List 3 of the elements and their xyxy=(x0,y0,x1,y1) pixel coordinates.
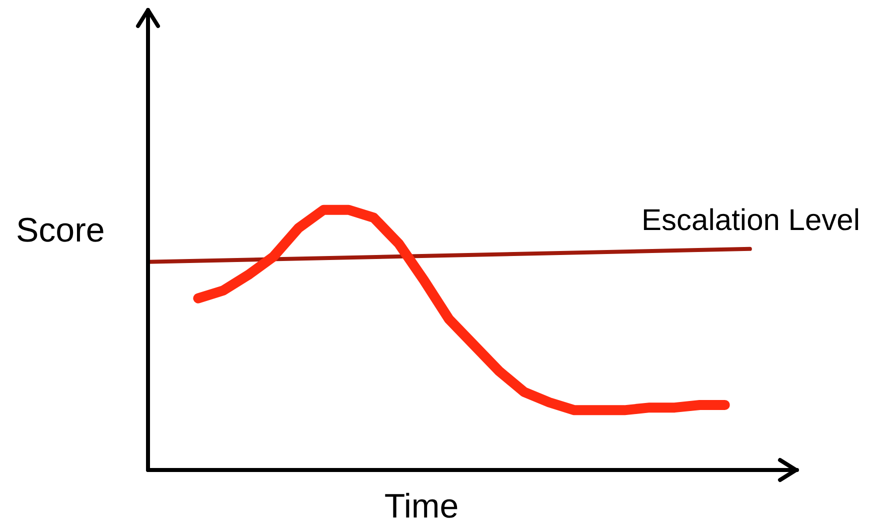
series-label: Escalation Level xyxy=(642,204,860,238)
x-axis-title: Time xyxy=(384,487,459,526)
y-axis-title: Score xyxy=(16,211,105,250)
